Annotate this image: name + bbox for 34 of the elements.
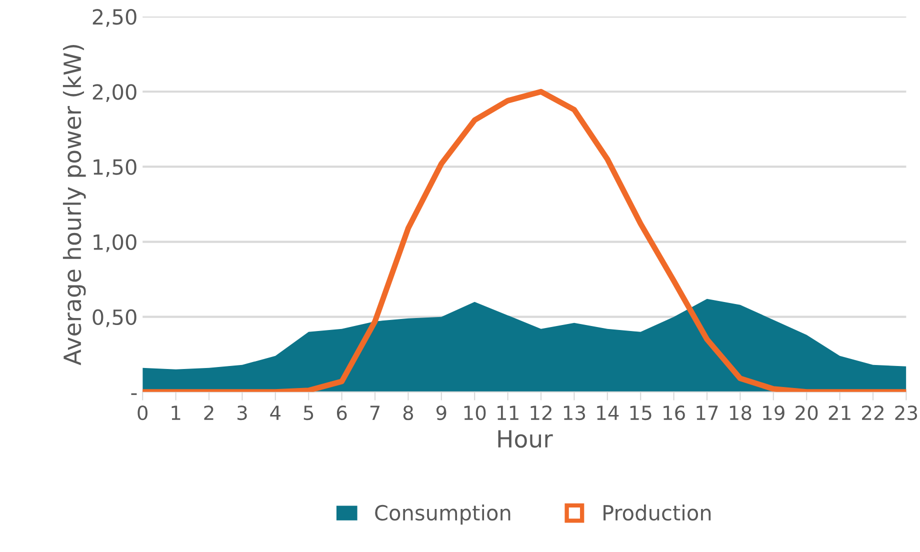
x-tick-label: 23 (895, 405, 918, 420)
y-tick-label: 2,50 (92, 9, 136, 27)
x-tick-label: 19 (763, 405, 784, 420)
x-tick-label: 12 (530, 405, 552, 420)
x-tick-label: 16 (664, 405, 685, 420)
x-tick-label: 1 (172, 406, 180, 420)
legend-label: Consumption (375, 504, 510, 525)
x-tick-label: 11 (498, 406, 518, 420)
x-tick-label: 0 (138, 405, 148, 420)
x-tick-label: 14 (597, 406, 619, 420)
x-tick-label: 17 (696, 406, 718, 420)
legend-label: Production (604, 504, 711, 521)
y-axis-title: Average hourly power (kW) (62, 45, 86, 366)
x-tick-label: 4 (270, 406, 280, 420)
x-tick-label: 22 (862, 405, 884, 420)
x-tick-label: 18 (730, 405, 752, 420)
x-tick-label: 9 (436, 405, 446, 420)
y-tick-label: - (131, 393, 137, 395)
x-tick-label: 21 (828, 405, 850, 420)
y-tick-label: 0,50 (92, 309, 136, 328)
y-tick-label: 1,00 (94, 234, 136, 252)
x-tick-label: 2 (204, 405, 214, 420)
x-tick-label: 15 (630, 406, 652, 420)
x-tick-label: 7 (370, 406, 380, 420)
x-tick-label: 13 (564, 405, 586, 420)
x-axis-title: Hour (498, 430, 553, 448)
x-tick-label: 5 (304, 406, 314, 420)
x-tick-label: 10 (464, 405, 486, 420)
y-tick-label: 1,50 (94, 159, 136, 178)
x-tick-label: 6 (336, 405, 347, 420)
y-tick-label: 2,00 (92, 84, 136, 102)
x-tick-label: 3 (237, 405, 247, 420)
x-tick-label: 8 (403, 405, 414, 420)
x-tick-label: 20 (796, 405, 818, 420)
